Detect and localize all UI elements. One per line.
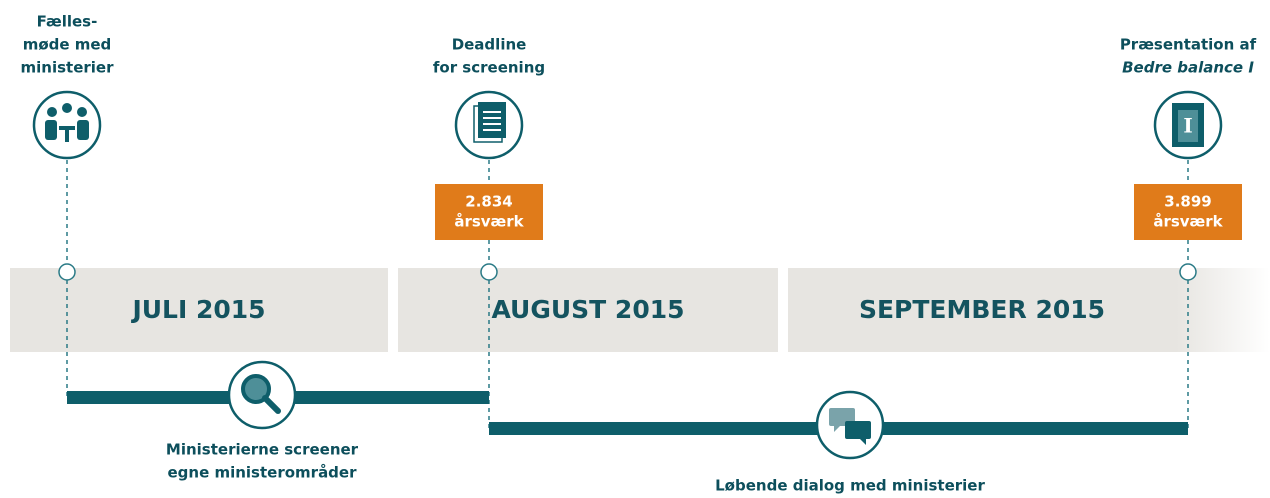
svg-text:I: I <box>1183 114 1192 138</box>
month-label: AUGUST 2015 <box>491 295 684 324</box>
badge-value: 2.834 <box>465 193 512 211</box>
badge-unit: årsværk <box>454 213 524 231</box>
month-label: JULI 2015 <box>130 295 265 324</box>
month-band <box>10 268 388 352</box>
month-label: SEPTEMBER 2015 <box>859 295 1105 324</box>
month-band <box>788 268 1176 352</box>
phase-label: Løbende dialog med ministerier <box>715 477 985 495</box>
badge <box>435 184 543 240</box>
dot <box>480 263 498 281</box>
badge <box>1134 184 1242 240</box>
document-icon <box>454 90 524 160</box>
milestone-label: Bedre balance I <box>1122 59 1254 77</box>
search-icon <box>227 360 297 430</box>
milestone-label: Fælles- <box>37 13 98 31</box>
milestone-label: Præsentation af <box>1120 36 1257 54</box>
milestone-label: for screening <box>433 59 545 77</box>
report-icon: I <box>1153 90 1223 160</box>
phase-label: Ministerierne screener <box>166 441 359 459</box>
month-band-fade <box>1176 268 1270 352</box>
month-band <box>398 268 778 352</box>
milestone-label: Deadline <box>452 36 527 54</box>
milestone-label: møde med <box>23 36 112 54</box>
meeting-icon <box>32 90 102 160</box>
dialog-icon <box>815 390 885 460</box>
badge-value: 3.899 <box>1164 193 1211 211</box>
dot <box>1179 263 1197 281</box>
phase-label: egne ministerområder <box>167 464 357 482</box>
badge-unit: årsværk <box>1153 213 1223 231</box>
milestone-label: ministerier <box>21 59 115 77</box>
dot <box>58 263 76 281</box>
